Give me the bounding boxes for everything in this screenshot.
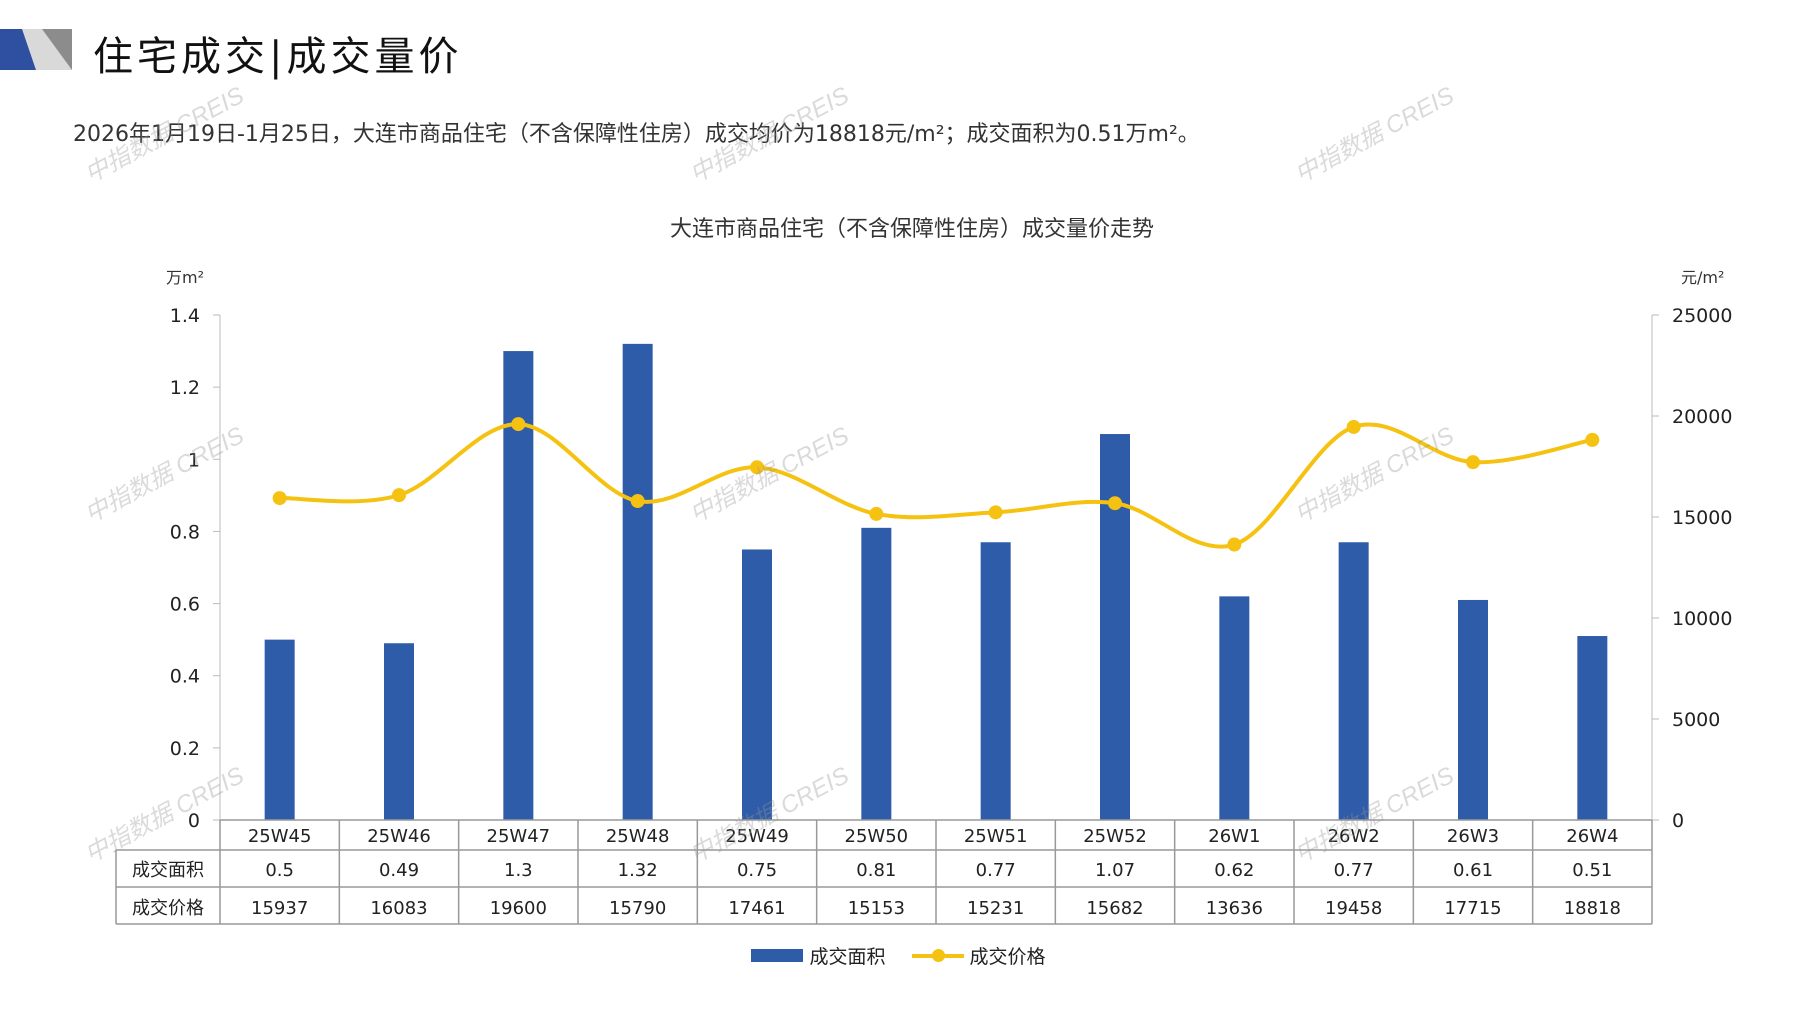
table-cell-price: 15790 xyxy=(609,898,666,919)
table-cell-area: 0.5 xyxy=(265,860,294,881)
category-label: 25W45 xyxy=(248,826,312,847)
left-tick-label: 1.4 xyxy=(170,305,200,327)
table-cell-price: 18818 xyxy=(1564,898,1621,919)
category-label: 26W1 xyxy=(1208,826,1260,847)
table-cell-area: 1.07 xyxy=(1095,860,1135,881)
bar-area-25W46 xyxy=(384,643,414,820)
legend-bar-swatch xyxy=(751,949,804,962)
price-line xyxy=(279,422,1593,549)
right-tick-label: 25000 xyxy=(1672,305,1732,327)
price-point-26W4 xyxy=(1585,432,1600,447)
category-label: 26W2 xyxy=(1328,826,1380,847)
price-point-26W1 xyxy=(1227,537,1242,552)
legend: 成交面积 成交价格 xyxy=(0,942,1797,969)
bar-area-25W51 xyxy=(980,542,1011,820)
price-point-25W51 xyxy=(988,505,1003,520)
bar-area-25W50 xyxy=(861,527,892,820)
price-point-25W47 xyxy=(511,417,526,432)
bar-area-26W4 xyxy=(1577,636,1608,820)
price-point-25W46 xyxy=(392,488,406,503)
right-tick-label: 15000 xyxy=(1672,507,1732,529)
table-cell-area: 0.61 xyxy=(1453,860,1493,881)
table-cell-price: 19458 xyxy=(1325,898,1382,919)
chart-title: 大连市商品住宅（不含保障性住房）成交量价走势 xyxy=(670,217,1154,242)
right-axis-unit: 元/m² xyxy=(1681,268,1724,287)
left-tick-label: 0.6 xyxy=(170,594,200,616)
table-cell-area: 1.3 xyxy=(504,860,533,881)
table-cell-area: 0.49 xyxy=(379,860,419,881)
bar-area-25W49 xyxy=(742,549,772,820)
price-point-25W48 xyxy=(630,494,645,509)
table-cell-price: 17715 xyxy=(1444,898,1501,919)
category-label: 25W50 xyxy=(845,826,909,847)
table-cell-area: 0.77 xyxy=(1334,860,1374,881)
legend-item-price[interactable]: 成交价格 xyxy=(911,942,1046,969)
right-tick-label: 0 xyxy=(1672,810,1684,832)
table-cell-price: 15682 xyxy=(1086,898,1143,919)
legend-line-swatch xyxy=(911,948,964,962)
price-point-25W49 xyxy=(750,460,764,475)
right-tick-label: 10000 xyxy=(1672,608,1732,630)
left-axis-unit: 万m² xyxy=(166,268,204,287)
table-cell-price: 17461 xyxy=(728,898,785,919)
category-label: 25W48 xyxy=(606,826,670,847)
header-logo-shape xyxy=(0,29,72,70)
category-label: 25W46 xyxy=(367,826,431,847)
left-tick-label: 0 xyxy=(188,810,200,832)
table-row-header-price: 成交价格 xyxy=(132,898,204,919)
table-cell-price: 19600 xyxy=(490,898,547,919)
right-tick-label: 20000 xyxy=(1672,406,1732,428)
price-point-25W50 xyxy=(869,506,884,521)
page-title: 住宅成交|成交量价 xyxy=(93,34,463,80)
legend-item-area[interactable]: 成交面积 xyxy=(751,942,886,969)
category-label: 25W51 xyxy=(964,826,1028,847)
price-point-26W3 xyxy=(1466,455,1480,470)
bar-area-26W1 xyxy=(1219,596,1250,820)
price-point-26W2 xyxy=(1346,419,1361,434)
legend-label: 成交面积 xyxy=(809,946,886,968)
legend-label: 成交价格 xyxy=(969,946,1046,968)
right-tick-label: 5000 xyxy=(1672,709,1720,731)
bar-area-25W48 xyxy=(622,343,653,820)
table-cell-area: 0.77 xyxy=(976,860,1016,881)
table-cell-price: 15153 xyxy=(848,898,905,919)
price-point-25W45 xyxy=(272,491,287,506)
left-tick-label: 0.4 xyxy=(170,666,200,688)
table-cell-area: 0.62 xyxy=(1214,860,1254,881)
bar-area-26W2 xyxy=(1338,542,1369,820)
table-cell-price: 16083 xyxy=(370,898,427,919)
table-cell-area: 1.32 xyxy=(618,860,658,881)
category-label: 26W3 xyxy=(1447,826,1499,847)
table-cell-area: 0.81 xyxy=(856,860,896,881)
table-cell-area: 0.75 xyxy=(737,860,777,881)
bar-area-25W45 xyxy=(264,639,295,820)
price-point-25W52 xyxy=(1108,496,1122,511)
table-row-header-area: 成交面积 xyxy=(132,860,204,881)
category-label: 25W52 xyxy=(1083,826,1147,847)
table-cell-area: 0.51 xyxy=(1572,860,1612,881)
left-tick-label: 0.8 xyxy=(170,521,200,543)
table-cell-price: 15231 xyxy=(967,898,1024,919)
summary-text: 2026年1月19日-1月25日，大连市商品住宅（不含保障性住房）成交均价为18… xyxy=(73,122,1200,147)
category-label: 26W4 xyxy=(1566,826,1618,847)
table-cell-price: 13636 xyxy=(1206,898,1263,919)
category-label: 25W49 xyxy=(725,826,789,847)
table-cell-price: 15937 xyxy=(251,898,308,919)
left-tick-label: 0.2 xyxy=(170,738,200,760)
left-tick-label: 1 xyxy=(188,449,200,471)
category-label: 25W47 xyxy=(487,826,551,847)
left-tick-label: 1.2 xyxy=(170,377,200,399)
bar-area-25W52 xyxy=(1100,434,1130,820)
bar-area-26W3 xyxy=(1458,599,1488,820)
